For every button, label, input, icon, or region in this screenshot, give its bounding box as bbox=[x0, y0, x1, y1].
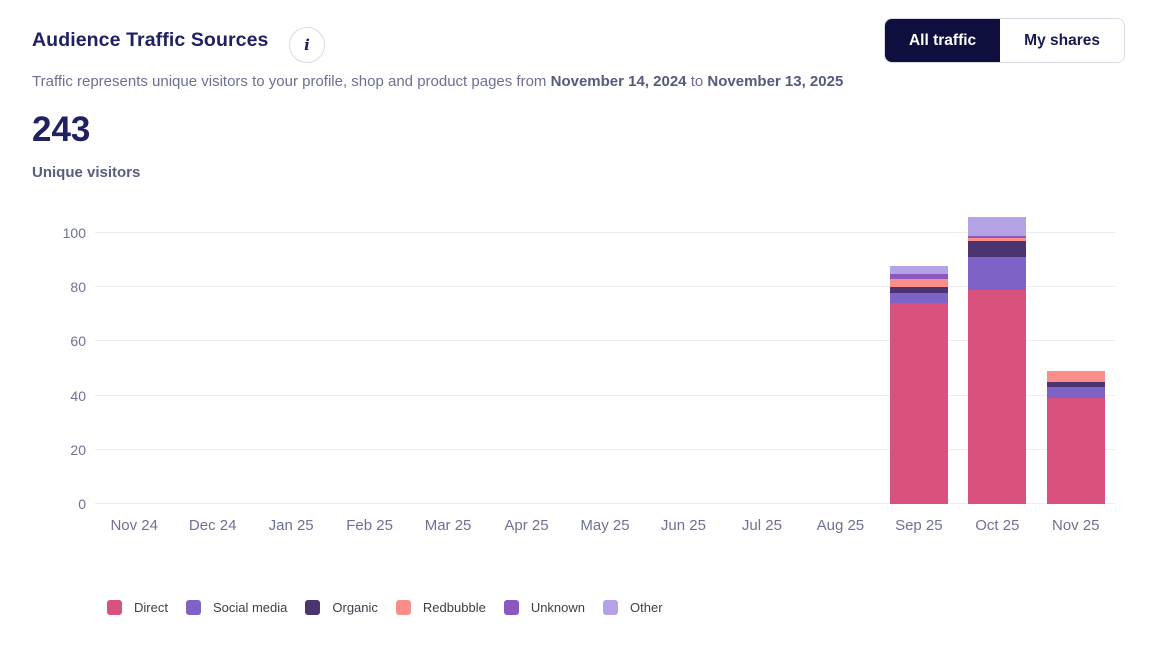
x-tick-label-oct-25: Oct 25 bbox=[975, 517, 1020, 534]
bar-oct-25[interactable] bbox=[968, 216, 1027, 504]
legend-swatch-organic bbox=[305, 600, 321, 615]
subtitle: Traffic represents unique visitors to yo… bbox=[32, 73, 843, 90]
bar-segment-other[interactable] bbox=[889, 265, 948, 274]
bar-segment-social-media[interactable] bbox=[968, 257, 1027, 290]
date-range-end: November 13, 2025 bbox=[707, 73, 844, 90]
chart-legend: Direct Social media Organic Redbubble Unknow… bbox=[107, 600, 663, 615]
gridline-60 bbox=[95, 340, 1115, 342]
x-tick-label-aug-25: Aug 25 bbox=[816, 517, 865, 534]
x-tick-label-mar-25: Mar 25 bbox=[424, 517, 472, 534]
bar-segment-social-media[interactable] bbox=[1046, 387, 1105, 399]
legend-item-unknown: Unknown bbox=[503, 600, 586, 615]
legend-label-other: Other bbox=[630, 600, 663, 615]
legend-swatch-unknown bbox=[503, 600, 519, 615]
x-tick-label-apr-25: Apr 25 bbox=[504, 517, 549, 534]
bar-segment-other[interactable] bbox=[968, 216, 1027, 236]
legend-label-unknown: Unknown bbox=[530, 600, 586, 615]
x-tick-label-jul-25: Jul 25 bbox=[741, 517, 782, 534]
bar-segment-unknown[interactable] bbox=[968, 235, 1027, 239]
legend-label-social-media: Social media bbox=[212, 600, 288, 615]
bar-segment-direct[interactable] bbox=[968, 289, 1027, 504]
x-tick-label-feb-25: Feb 25 bbox=[346, 517, 393, 534]
legend-swatch-redbubble bbox=[395, 600, 411, 615]
unique-visitors-label: Unique visitors bbox=[32, 164, 141, 181]
legend-item-redbubble: Redbubble bbox=[395, 600, 486, 615]
legend-item-other: Other bbox=[603, 600, 663, 615]
x-tick-label-jan-25: Jan 25 bbox=[268, 517, 314, 534]
legend-label-direct: Direct bbox=[134, 600, 168, 615]
legend-item-social-media: Social media bbox=[185, 600, 288, 615]
bar-segment-direct[interactable] bbox=[889, 303, 948, 504]
legend-item-organic: Organic bbox=[305, 600, 378, 615]
legend-item-direct: Direct bbox=[107, 600, 168, 615]
bar-segment-redbubble[interactable] bbox=[889, 279, 948, 288]
subtitle-text: Traffic represents unique visitors to yo… bbox=[32, 73, 551, 90]
y-tick-label-60: 60 bbox=[70, 333, 86, 350]
legend-swatch-other bbox=[603, 600, 619, 615]
x-tick-label-jun-25: Jun 25 bbox=[660, 517, 706, 534]
gridline-80 bbox=[95, 286, 1115, 288]
bar-segment-social-media[interactable] bbox=[889, 292, 948, 304]
bar-segment-direct[interactable] bbox=[1046, 398, 1105, 504]
date-range-start: November 14, 2024 bbox=[550, 73, 687, 90]
x-tick-label-sep-25: Sep 25 bbox=[895, 517, 943, 534]
all-traffic-button[interactable]: All traffic bbox=[884, 19, 1001, 62]
legend-label-redbubble: Redbubble bbox=[422, 600, 486, 615]
plot-area bbox=[95, 216, 1115, 504]
bar-sep-25[interactable] bbox=[889, 265, 948, 504]
legend-swatch-social-media bbox=[185, 600, 201, 615]
x-tick-label-may-25: May 25 bbox=[580, 517, 630, 534]
info-icon-glyph: i bbox=[304, 36, 310, 54]
my-shares-button[interactable]: My shares bbox=[1000, 19, 1124, 62]
page-title: Audience Traffic Sources bbox=[32, 29, 269, 51]
bar-segment-organic[interactable] bbox=[889, 287, 948, 293]
unique-visitors-count: 243 bbox=[32, 110, 91, 149]
traffic-toggle: All traffic My shares bbox=[883, 18, 1125, 63]
bar-segment-organic[interactable] bbox=[968, 241, 1027, 258]
gridline-40 bbox=[95, 394, 1115, 396]
info-icon[interactable]: i bbox=[289, 27, 325, 63]
bar-nov-25[interactable] bbox=[1046, 371, 1105, 504]
gridline-20 bbox=[95, 448, 1115, 450]
gridline-100 bbox=[95, 232, 1115, 233]
y-tick-label-0: 0 bbox=[78, 496, 86, 512]
legend-label-organic: Organic bbox=[332, 600, 378, 615]
subtitle-connector: to bbox=[686, 73, 708, 90]
x-tick-label-dec-24: Dec 24 bbox=[188, 517, 237, 534]
x-tick-label-nov-24: Nov 24 bbox=[110, 517, 158, 534]
y-tick-label-80: 80 bbox=[70, 279, 86, 296]
bar-segment-redbubble[interactable] bbox=[1046, 371, 1105, 383]
bar-segment-redbubble[interactable] bbox=[968, 238, 1027, 242]
bar-segment-organic[interactable] bbox=[1046, 382, 1105, 388]
legend-swatch-direct bbox=[107, 600, 122, 615]
x-tick-label-nov-25: Nov 25 bbox=[1052, 517, 1100, 534]
bar-segment-unknown[interactable] bbox=[889, 273, 948, 280]
gridline-0 bbox=[95, 503, 1115, 504]
y-tick-label-40: 40 bbox=[70, 387, 86, 404]
y-tick-label-20: 20 bbox=[70, 441, 86, 458]
y-tick-label-100: 100 bbox=[62, 225, 86, 241]
